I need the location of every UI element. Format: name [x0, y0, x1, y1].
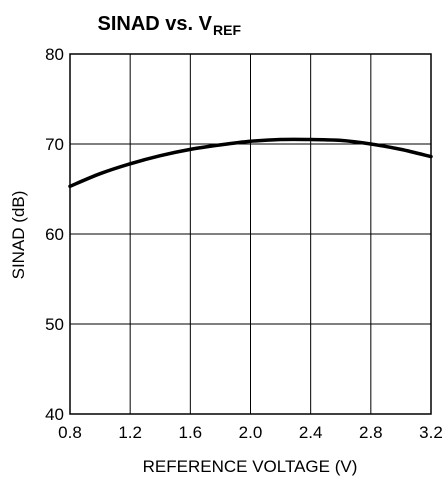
tick-labels: 0.8 1.2 1.6 2.0 2.4 2.8 3.2 40 50 60 70 80: [45, 45, 443, 442]
y-axis-label: SINAD (dB): [9, 191, 28, 280]
x-tick-label: 3.2: [419, 423, 443, 442]
x-tick-label: 2.4: [299, 423, 323, 442]
x-tick-label: 2.8: [359, 423, 383, 442]
chart-title-subscript: REF: [213, 22, 241, 38]
x-axis-label: REFERENCE VOLTAGE (V): [143, 457, 358, 476]
y-tick-label: 80: [45, 45, 64, 64]
x-tick-label: 0.8: [58, 423, 82, 442]
y-tick-label: 60: [45, 225, 64, 244]
y-tick-label: 50: [45, 315, 64, 334]
y-tick-label: 40: [45, 405, 64, 424]
plot-frame: [69, 53, 432, 415]
chart-title: SINAD vs. V: [98, 13, 213, 35]
x-tick-label: 2.0: [239, 423, 263, 442]
grid: [69, 53, 432, 415]
y-tick-label: 70: [45, 135, 64, 154]
x-tick-label: 1.6: [179, 423, 203, 442]
x-tick-label: 1.2: [118, 423, 142, 442]
series-line: [68, 137, 433, 189]
